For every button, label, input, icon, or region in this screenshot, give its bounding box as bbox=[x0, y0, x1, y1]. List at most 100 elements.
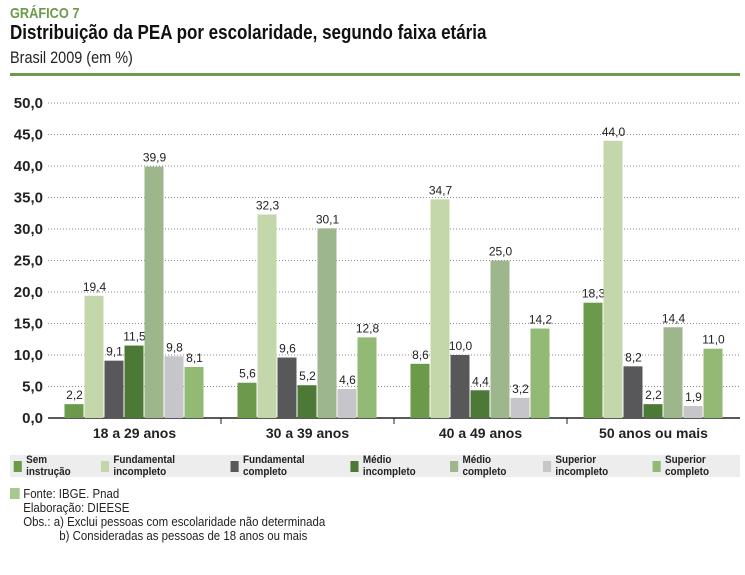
bar bbox=[297, 385, 317, 418]
bar bbox=[583, 302, 603, 418]
y-tick-label: 25,0 bbox=[14, 253, 43, 270]
bar bbox=[237, 382, 257, 418]
data-label: 8,1 bbox=[186, 351, 203, 365]
legend-label: Superior completo bbox=[665, 454, 710, 478]
bar bbox=[510, 397, 530, 418]
bar bbox=[430, 199, 450, 418]
y-tick-label: 30,0 bbox=[14, 221, 43, 238]
bar bbox=[410, 363, 430, 418]
x-tick-label: 50 anos ou mais bbox=[599, 425, 708, 441]
legend: Sem instrução Fundamental incompleto Funda… bbox=[10, 454, 740, 478]
bar bbox=[337, 389, 357, 418]
legend-item: Médio completo bbox=[449, 454, 523, 478]
data-label: 18,3 bbox=[582, 287, 606, 301]
figure-kicker: GRÁFICO 7 bbox=[10, 5, 80, 22]
bar bbox=[470, 390, 490, 418]
bar bbox=[124, 345, 144, 418]
source-marker-icon bbox=[10, 488, 20, 499]
data-label: 9,6 bbox=[279, 342, 296, 356]
bar bbox=[490, 260, 510, 418]
y-tick-label: 15,0 bbox=[14, 316, 43, 333]
legend-label: Fundamental incompleto bbox=[113, 454, 176, 478]
data-label: 2,2 bbox=[645, 388, 662, 402]
legend-item: Sem instrução bbox=[13, 454, 81, 478]
data-label: 9,8 bbox=[166, 340, 183, 354]
obs-a-text: Obs.: a) Exclui pessoas com escolaridade… bbox=[23, 514, 326, 529]
y-tick-label: 10,0 bbox=[14, 347, 43, 364]
bar bbox=[450, 355, 470, 418]
y-tick-label: 0,0 bbox=[22, 410, 43, 427]
chart-title: Distribuição da PEA por escolaridade, se… bbox=[10, 22, 487, 44]
legend-label: Fundamental completo bbox=[242, 454, 305, 478]
data-label: 10,0 bbox=[449, 339, 473, 353]
bar bbox=[357, 337, 377, 418]
y-tick-label: 50,0 bbox=[14, 95, 43, 112]
legend-swatch bbox=[230, 460, 239, 472]
bar bbox=[257, 214, 277, 418]
legend-item: Superior completo bbox=[652, 454, 736, 478]
data-label: 39,9 bbox=[143, 151, 167, 165]
data-label: 30,1 bbox=[316, 212, 340, 226]
legend-swatch bbox=[101, 460, 110, 472]
legend-swatch bbox=[350, 460, 359, 472]
bar bbox=[84, 295, 104, 418]
bar bbox=[643, 404, 663, 418]
data-label: 9,1 bbox=[106, 345, 123, 359]
data-label: 5,6 bbox=[239, 367, 256, 381]
data-label: 4,6 bbox=[339, 373, 356, 387]
y-tick-label: 20,0 bbox=[14, 284, 43, 301]
data-label: 8,6 bbox=[412, 348, 429, 362]
data-label: 4,4 bbox=[472, 374, 489, 388]
x-tick-label: 18 a 29 anos bbox=[93, 425, 176, 441]
x-tick-label: 30 a 39 anos bbox=[266, 425, 349, 441]
legend-item: Médio incompleto bbox=[350, 454, 431, 478]
y-tick-label: 40,0 bbox=[14, 158, 43, 175]
source-text: Fonte: IBGE. Pnad bbox=[23, 486, 120, 501]
data-label: 32,3 bbox=[256, 199, 280, 213]
obs-b-text: b) Consideradas as pessoas de 18 anos ou… bbox=[59, 528, 308, 543]
data-label: 14,2 bbox=[529, 313, 553, 327]
data-label: 19,4 bbox=[83, 280, 107, 294]
data-label: 44,0 bbox=[602, 125, 626, 139]
bar bbox=[623, 366, 643, 418]
data-label: 8,2 bbox=[625, 350, 642, 364]
bar bbox=[277, 357, 297, 418]
data-label: 11,5 bbox=[123, 330, 146, 344]
legend-item: Fundamental incompleto bbox=[101, 454, 208, 478]
bar bbox=[603, 140, 623, 419]
header-rule bbox=[10, 73, 740, 76]
bar bbox=[703, 348, 723, 418]
bar bbox=[184, 366, 204, 418]
data-label: 14,4 bbox=[662, 311, 686, 325]
footer-notes: Fonte: IBGE. Pnad Elaboração: DIEESE Obs… bbox=[10, 487, 325, 543]
legend-swatch bbox=[652, 460, 661, 472]
legend-label: Superior incompleto bbox=[555, 454, 608, 478]
legend-label: Médio completo bbox=[462, 454, 507, 478]
legend-label: Médio incompleto bbox=[363, 454, 416, 478]
data-label: 1,9 bbox=[685, 390, 702, 404]
legend-swatch bbox=[542, 460, 551, 472]
bar bbox=[104, 360, 124, 418]
y-tick-label: 5,0 bbox=[22, 379, 43, 396]
y-tick-label: 35,0 bbox=[14, 190, 43, 207]
elaboration-text: Elaboração: DIEESE bbox=[23, 500, 130, 515]
bar bbox=[317, 228, 337, 418]
legend-item: Fundamental completo bbox=[230, 454, 329, 478]
data-label: 25,0 bbox=[489, 245, 513, 259]
x-tick-label: 40 a 49 anos bbox=[439, 425, 522, 441]
bar bbox=[164, 356, 184, 418]
data-label: 3,2 bbox=[512, 382, 529, 396]
data-label: 5,2 bbox=[299, 369, 316, 383]
legend-label: Sem instrução bbox=[26, 454, 71, 478]
data-label: 2,2 bbox=[66, 388, 83, 402]
data-label: 34,7 bbox=[429, 183, 453, 197]
legend-swatch bbox=[449, 460, 458, 472]
data-label: 11,0 bbox=[702, 333, 725, 347]
legend-item: Superior incompleto bbox=[542, 454, 633, 478]
bar bbox=[144, 166, 164, 418]
bar bbox=[683, 406, 703, 418]
bar bbox=[64, 404, 84, 418]
y-tick-label: 45,0 bbox=[14, 127, 43, 144]
